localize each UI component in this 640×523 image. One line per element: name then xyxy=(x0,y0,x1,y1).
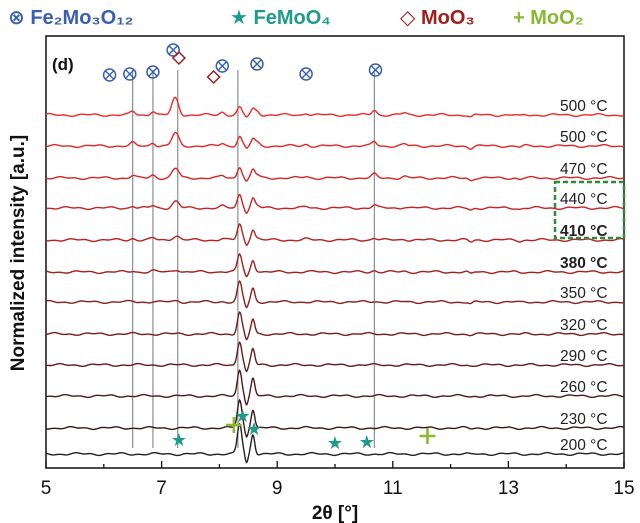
series-label: 500 °C xyxy=(560,98,608,115)
fe2mo3o12-marker-cross xyxy=(370,65,380,75)
x-axis-title: 2θ [°] xyxy=(312,503,358,523)
series-line xyxy=(46,398,625,438)
femoo4-marker: ★ xyxy=(246,419,262,439)
legend: ⊗ Fe₂Mo₃O₁₂ ★ FeMoO₄ ◇ MoO₃ + MoO₂ xyxy=(8,7,584,29)
fe2mo3o12-marker-circle xyxy=(299,67,313,81)
x-tick-label: 15 xyxy=(613,478,634,499)
series-curves xyxy=(45,96,625,464)
temperature-labels: 200 °C 230 °C 260 °C 290 °C 320 °C 350 °C 380 … xyxy=(560,98,608,454)
legend-entry: ★ FeMoO₄ xyxy=(230,7,331,29)
femoo4-marker: ★ xyxy=(234,406,250,426)
series-line xyxy=(45,369,624,406)
moo2-marker xyxy=(419,428,436,444)
fe2mo3o12-marker-circle xyxy=(102,68,117,82)
series-label: 320 °C xyxy=(560,317,608,334)
series-line xyxy=(45,252,625,278)
x-tick-label: 11 xyxy=(383,478,403,499)
fe2mo3o12-marker-cross xyxy=(301,69,311,79)
series-label: 410 °C xyxy=(560,223,608,240)
panel-label: (d) xyxy=(52,55,74,74)
fe2mo3o12-marker xyxy=(166,43,180,57)
moo3-marker xyxy=(171,50,187,66)
series-line xyxy=(45,311,625,341)
fe2mo3o12-marker xyxy=(299,67,313,81)
fe2mo3o12-marker-circle xyxy=(146,65,160,79)
fe2mo3o12-marker-cross xyxy=(252,59,262,69)
fe2mo3o12-marker xyxy=(146,65,160,79)
fe2mo3o12-marker-cross xyxy=(125,69,135,79)
fe2mo3o12-marker xyxy=(102,68,117,82)
phase-markers: ★★★★ ★ xyxy=(102,43,436,453)
series-label: 500 °C xyxy=(560,129,608,146)
fe2mo3o12-marker-cross xyxy=(148,67,158,77)
highlight-box xyxy=(553,180,626,240)
fe2mo3o12-marker xyxy=(123,67,137,81)
series-label: 290 °C xyxy=(560,348,608,365)
x-tick-label: 7 xyxy=(156,478,167,499)
series-line xyxy=(45,422,625,464)
moo3-marker xyxy=(206,69,221,85)
fe2mo3o12-marker xyxy=(368,63,383,77)
femoo4-marker: ★ xyxy=(359,432,375,452)
legend-entry: ⊗ Fe₂Mo₃O₁₂ xyxy=(8,7,133,29)
fe2mo3o12-marker xyxy=(250,57,264,71)
series-label: 350 °C xyxy=(560,285,608,302)
moo2-marker xyxy=(225,417,242,433)
x-tick-label: 5 xyxy=(41,478,52,499)
series-line xyxy=(46,167,624,182)
series-line xyxy=(45,193,625,214)
series-label: 470 °C xyxy=(560,161,608,178)
series-label: 380 °C xyxy=(560,255,608,272)
fe2mo3o12-marker-circle xyxy=(368,63,383,77)
y-axis-title: Normalized intensity [a.u.] xyxy=(8,135,29,371)
series-label: 260 °C xyxy=(560,379,608,396)
x-axis-ticks: 5 7 9 11 13 15 xyxy=(41,461,635,499)
x-tick-label: 13 xyxy=(498,478,519,499)
x-tick-label: 9 xyxy=(272,478,283,499)
legend-entry: ◇ MoO₃ xyxy=(400,7,475,29)
fe2mo3o12-marker-cross xyxy=(105,70,115,80)
legend-entry: + MoO₂ xyxy=(513,7,584,29)
series-label: 230 °C xyxy=(560,411,608,428)
series-line xyxy=(45,131,625,151)
fe2mo3o12-marker-circle xyxy=(250,57,264,71)
series-label: 440 °C xyxy=(560,191,608,208)
series-line xyxy=(45,223,625,247)
series-line xyxy=(45,96,625,118)
femoo4-marker: ★ xyxy=(327,433,343,453)
series-line xyxy=(45,280,625,309)
fe2mo3o12-marker xyxy=(215,59,230,73)
fe2mo3o12-marker-circle xyxy=(215,59,230,73)
series-label: 200 °C xyxy=(560,437,608,454)
series-line xyxy=(45,341,625,373)
femoo4-marker: ★ xyxy=(171,430,187,450)
reference-lines xyxy=(132,70,375,448)
fe2mo3o12-marker-cross xyxy=(168,45,178,55)
fe2mo3o12-marker-circle xyxy=(123,67,137,81)
fe2mo3o12-marker-circle xyxy=(166,43,180,57)
highlight-rect xyxy=(553,180,626,240)
fe2mo3o12-marker-cross xyxy=(217,61,227,71)
